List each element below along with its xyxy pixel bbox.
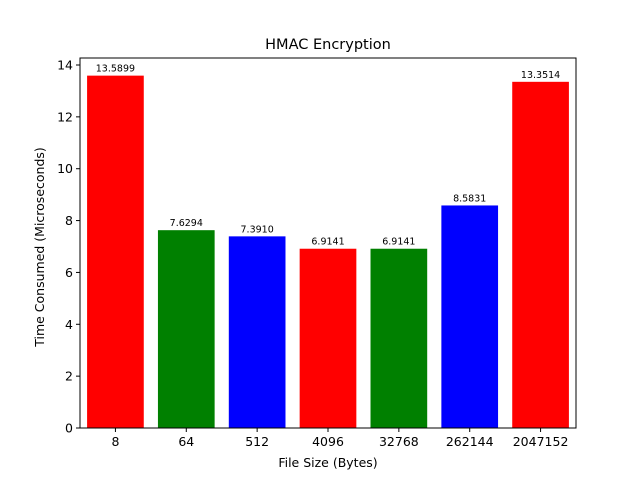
y-axis: 0 2 4 6 8 10 12 14 xyxy=(57,58,80,436)
bar-32768 xyxy=(370,248,428,428)
y-tick-label-6: 6 xyxy=(65,265,73,280)
data-label-64: 7.6294 xyxy=(170,218,203,229)
y-tick-label-0: 0 xyxy=(65,421,73,436)
bar-512 xyxy=(228,236,286,428)
x-axis-label: File Size (Bytes) xyxy=(278,455,377,470)
x-tick-label-2047152: 2047152 xyxy=(513,434,569,449)
y-axis-label: Time Consumed (Microseconds) xyxy=(32,147,47,348)
x-tick-label-8: 8 xyxy=(111,434,119,449)
x-axis: 8 64 512 4096 32768 262144 2047152 xyxy=(111,428,568,449)
x-tick-label-262144: 262144 xyxy=(446,434,494,449)
bar-64 xyxy=(157,230,215,428)
x-tick-label-4096: 4096 xyxy=(312,434,344,449)
data-label-512: 7.3910 xyxy=(241,224,274,235)
bar-262144 xyxy=(441,205,499,428)
data-label-2047152: 13.3514 xyxy=(521,70,560,81)
y-tick-label-12: 12 xyxy=(57,109,73,124)
x-tick-label-64: 64 xyxy=(178,434,194,449)
data-label-32768: 6.9141 xyxy=(382,237,415,248)
y-tick-label-8: 8 xyxy=(65,213,73,228)
y-tick-label-4: 4 xyxy=(65,317,73,332)
y-tick-label-14: 14 xyxy=(57,58,73,73)
plot-frame xyxy=(79,57,577,429)
data-label-4096: 6.9141 xyxy=(311,237,344,248)
x-tick-label-32768: 32768 xyxy=(379,434,419,449)
bars-layer xyxy=(87,75,569,429)
y-tick-label-2: 2 xyxy=(65,369,73,384)
y-tick-label-10: 10 xyxy=(57,161,73,176)
chart-title: HMAC Encryption xyxy=(265,37,391,53)
bar-4096 xyxy=(299,248,357,428)
data-label-8: 13.5899 xyxy=(96,64,135,75)
data-label-262144: 8.5831 xyxy=(453,193,486,204)
x-tick-label-512: 512 xyxy=(245,434,269,449)
bar-2047152 xyxy=(512,81,569,429)
bar-8 xyxy=(87,75,144,429)
data-labels-layer: 13.5899 7.6294 7.3910 6.9141 6.9141 8.5831 13.… xyxy=(96,64,560,248)
